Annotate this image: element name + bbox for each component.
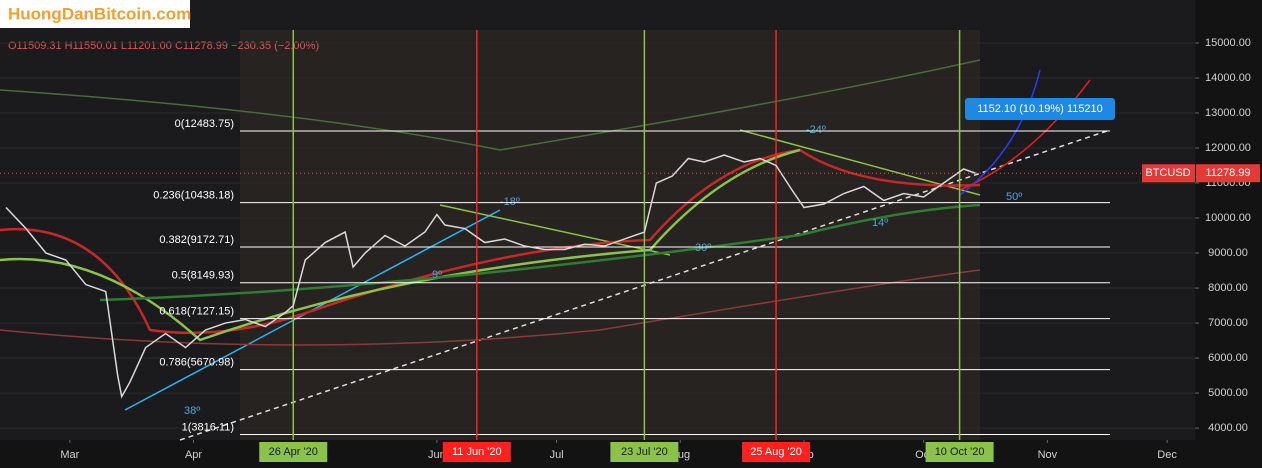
price-label: 11278.99 <box>1205 167 1250 179</box>
event-label: 10 Oct '20 <box>935 446 985 458</box>
x-tick-label: Apr <box>185 449 202 461</box>
measure-label: 1152.10 (10.19%) 115210 <box>977 103 1103 115</box>
fib-label: 0(12483.75) <box>175 118 234 130</box>
x-tick-label: Dec <box>1157 449 1177 461</box>
moving-average <box>0 148 981 335</box>
price-box <box>1196 164 1260 183</box>
event-label: 23 Jul '20 <box>621 446 668 458</box>
y-tick-label: 9000.00 <box>1208 247 1248 259</box>
x-tick-label: Mar <box>60 449 79 461</box>
time-axis <box>0 440 1195 468</box>
price-axis <box>1195 0 1262 468</box>
moving-average <box>0 148 801 342</box>
measure-box <box>965 98 1115 120</box>
band <box>240 30 980 440</box>
symbol-box <box>1142 164 1195 183</box>
fib-label: 0.382(9172.71) <box>159 234 234 246</box>
event-label: 25 Aug '20 <box>750 446 802 458</box>
angle-label: 9º <box>432 269 442 281</box>
angle-label: -24º <box>806 124 826 136</box>
logo: HuongDanBitcoin.com <box>8 4 191 23</box>
y-tick-label: 12000.00 <box>1205 142 1251 154</box>
fib-label: 1(3816.11) <box>182 421 234 433</box>
x-tick-label: Nov <box>1038 449 1058 461</box>
moving-average <box>99 203 981 302</box>
fib-label: 0.786(5670.98) <box>159 356 234 368</box>
event-label: 11 Jun '20 <box>452 446 502 458</box>
event-box <box>925 442 994 462</box>
angle-label: 38º <box>184 405 200 417</box>
y-tick-label: 4000.00 <box>1208 422 1248 434</box>
y-tick-label: 10000.00 <box>1205 212 1251 224</box>
event-label: 26 Apr '20 <box>269 446 318 458</box>
angle-label: 14º <box>872 217 888 229</box>
y-tick-label: 8000.00 <box>1208 282 1248 294</box>
x-tick-label: Jun <box>428 449 446 461</box>
y-tick-label: 15000.00 <box>1205 37 1251 49</box>
event-box <box>442 442 511 462</box>
price-line <box>5 154 976 399</box>
y-tick-label: 6000.00 <box>1208 352 1248 364</box>
event-box <box>742 442 811 462</box>
fib-label: 0.618(7127.15) <box>159 306 234 318</box>
x-tick-label: Jul <box>550 449 564 461</box>
fib-label: 0.236(10438.18) <box>153 190 234 202</box>
event-box <box>259 442 328 462</box>
fib-label: 0.5(8149.93) <box>172 270 234 282</box>
symbol-label: BTCUSD <box>1145 167 1190 179</box>
y-tick-label: 5000.00 <box>1208 387 1248 399</box>
band-line <box>0 59 981 151</box>
y-tick-label: 13000.00 <box>1205 107 1251 119</box>
y-tick-label: 14000.00 <box>1205 72 1251 84</box>
angle-label: 50º <box>1006 191 1022 203</box>
event-box <box>610 442 679 462</box>
angle-label: 30º <box>695 242 711 254</box>
y-tick-label: 7000.00 <box>1208 317 1248 329</box>
ohlc: O11509.31 H11550.01 L11201.00 C11278.99 … <box>8 40 319 52</box>
angle-label: -18º <box>500 196 520 208</box>
logo-bg <box>0 0 190 28</box>
